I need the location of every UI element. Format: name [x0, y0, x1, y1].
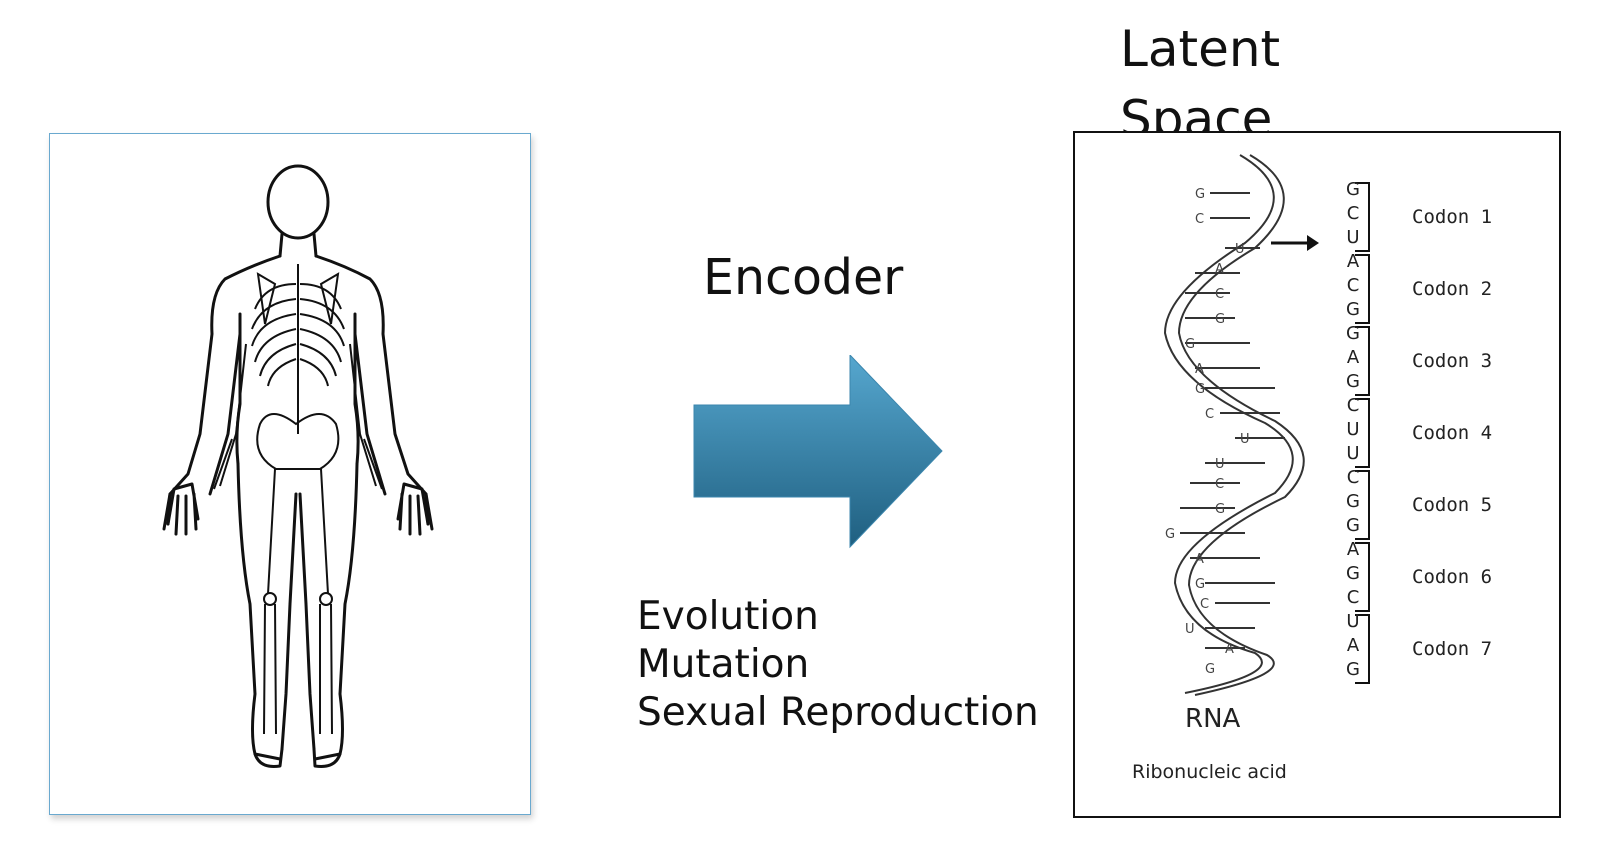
base-letter: A: [1346, 251, 1360, 272]
svg-text:U: U: [1215, 457, 1225, 472]
svg-text:G: G: [1195, 577, 1205, 592]
base-letter: G: [1346, 323, 1360, 344]
base-letter: G: [1346, 179, 1360, 200]
base-letter: G: [1346, 299, 1360, 320]
svg-text:C: C: [1205, 407, 1214, 422]
svg-text:C: C: [1200, 597, 1209, 612]
base-letter: G: [1346, 563, 1360, 584]
codon-label: Codon 2: [1412, 278, 1493, 300]
svg-text:G: G: [1215, 502, 1225, 517]
svg-text:G: G: [1215, 312, 1225, 327]
base-letter: C: [1346, 467, 1360, 488]
svg-text:G: G: [1205, 662, 1215, 677]
human-body-panel: [49, 133, 531, 815]
svg-text:U: U: [1240, 432, 1250, 447]
svg-text:A: A: [1225, 642, 1234, 657]
slide-title: Latent Space: [1120, 20, 1281, 148]
codon-label: Codon 1: [1412, 206, 1493, 228]
rna-subcaption: Ribonucleic acid: [1132, 761, 1287, 783]
svg-text:G: G: [1185, 337, 1195, 352]
base-letter: G: [1346, 371, 1360, 392]
codon-label: Codon 4: [1412, 422, 1493, 444]
base-letter: U: [1346, 227, 1360, 248]
rna-helix-icon: GCU ACG GAG CUU CGG AGC UAG: [1163, 154, 1370, 696]
base-letter: A: [1346, 635, 1360, 656]
process-item: Evolution: [637, 594, 819, 639]
arrow-right-icon: [693, 355, 943, 549]
svg-text:C: C: [1215, 287, 1224, 302]
codon-label: Codon 7: [1412, 638, 1493, 660]
svg-text:C: C: [1215, 477, 1224, 492]
codon-label: Codon 3: [1412, 350, 1493, 372]
codon-label: Codon 5: [1412, 494, 1493, 516]
base-letter: C: [1346, 203, 1360, 224]
base-letter: G: [1346, 659, 1360, 680]
encoder-label: Encoder: [703, 249, 904, 306]
base-letter: U: [1346, 443, 1360, 464]
svg-text:G: G: [1165, 527, 1175, 542]
human-skeleton-icon: [162, 164, 434, 768]
svg-text:G: G: [1195, 382, 1205, 397]
rna-caption: RNA: [1185, 704, 1241, 734]
base-letter: G: [1346, 515, 1360, 536]
svg-text:U: U: [1235, 242, 1245, 257]
base-letter: G: [1346, 491, 1360, 512]
svg-text:U: U: [1185, 622, 1195, 637]
svg-text:A: A: [1215, 262, 1224, 277]
base-letter: C: [1346, 275, 1360, 296]
svg-text:G: G: [1195, 187, 1205, 202]
base-letter: U: [1346, 419, 1360, 440]
process-item: Mutation: [637, 642, 810, 687]
svg-text:A: A: [1195, 362, 1204, 377]
svg-text:A: A: [1195, 552, 1204, 567]
process-list: Evolution Mutation Sexual Reproduction: [637, 593, 1039, 737]
base-letter: A: [1346, 347, 1360, 368]
process-item: Sexual Reproduction: [637, 690, 1039, 735]
base-letter: C: [1346, 395, 1360, 416]
svg-text:C: C: [1195, 212, 1204, 227]
base-letter: C: [1346, 587, 1360, 608]
base-letter: U: [1346, 611, 1360, 632]
base-letter: A: [1346, 539, 1360, 560]
codon-label: Codon 6: [1412, 566, 1493, 588]
